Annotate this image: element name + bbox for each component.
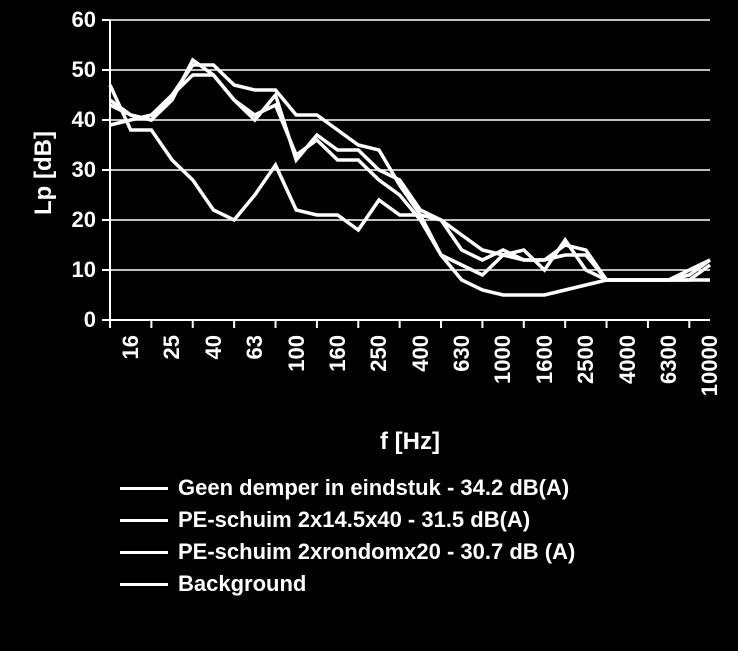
x-tick-label: 2500 [573,335,599,435]
series-line-2 [110,75,710,280]
legend-swatch [120,583,168,586]
legend-item: Geen demper in eindstuk - 34.2 dB(A) [120,475,575,501]
x-tick-label: 40 [201,335,227,435]
x-tick-label: 6300 [656,335,682,435]
series-line-0 [110,65,710,280]
y-tick-label: 40 [0,107,96,133]
y-tick-label: 60 [0,7,96,33]
x-tick-label: 400 [408,335,434,435]
legend-label: PE-schuim 2x14.5x40 - 31.5 dB(A) [178,507,530,533]
series-line-3 [110,85,710,295]
x-tick-label: 10000 [697,335,723,435]
y-tick-label: 10 [0,257,96,283]
legend-swatch [120,551,168,554]
legend-label: Geen demper in eindstuk - 34.2 dB(A) [178,475,569,501]
legend-item: PE-schuim 2x14.5x40 - 31.5 dB(A) [120,507,575,533]
x-tick-label: 100 [284,335,310,435]
x-tick-label: 16 [118,335,144,435]
x-tick-label: 630 [449,335,475,435]
y-tick-label: 50 [0,57,96,83]
chart-container: { "chart": { "type": "line", "background… [0,0,738,651]
x-tick-label: 1600 [532,335,558,435]
x-tick-label: 160 [325,335,351,435]
legend-label: Background [178,571,306,597]
x-tick-label: 63 [242,335,268,435]
chart-legend: Geen demper in eindstuk - 34.2 dB(A) PE-s… [120,475,575,603]
legend-item: PE-schuim 2xrondomx20 - 30.7 dB (A) [120,539,575,565]
y-tick-label: 30 [0,157,96,183]
legend-swatch [120,519,168,522]
y-tick-label: 0 [0,307,96,333]
legend-label: PE-schuim 2xrondomx20 - 30.7 dB (A) [178,539,575,565]
x-tick-label: 1000 [490,335,516,435]
y-tick-label: 20 [0,207,96,233]
x-tick-label: 250 [366,335,392,435]
x-tick-label: 25 [159,335,185,435]
legend-item: Background [120,571,575,597]
x-tick-label: 4000 [615,335,641,435]
legend-swatch [120,487,168,490]
